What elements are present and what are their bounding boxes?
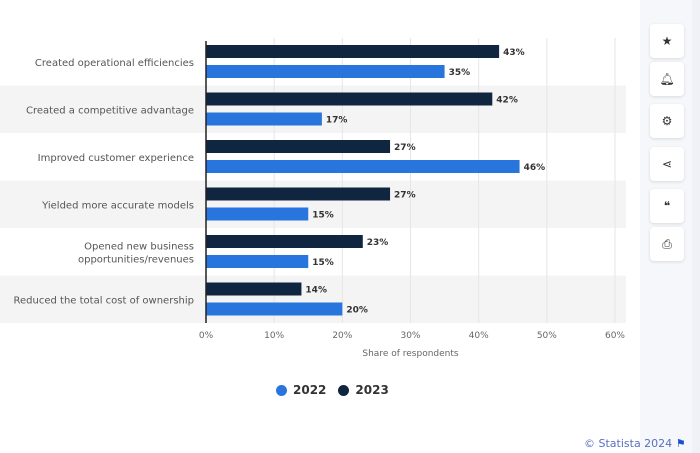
credit-text: © Statista 2024 [584, 437, 673, 450]
bar-2022 [206, 207, 309, 221]
bar-2022 [206, 302, 343, 316]
legend-label: 2022 [293, 383, 327, 397]
bell-icon[interactable]: 🔔︎ [650, 62, 684, 96]
data-label: 20% [346, 306, 368, 316]
category-label: Improved customer experience [38, 153, 194, 164]
x-tick-label: 30% [400, 331, 420, 341]
category-label: Yielded more accurate models [41, 200, 194, 211]
data-label: 14% [305, 286, 327, 296]
legend: 2022 2023 [276, 383, 401, 397]
data-label: 17% [326, 116, 348, 126]
toolbar-sidebar: ★ 🔔︎ ⚙ ⋖ ❝ ⎙ [640, 0, 700, 453]
gear-icon[interactable]: ⚙ [650, 104, 684, 138]
category-label: opportunities/revenues [78, 254, 194, 265]
category-label: Created a competitive advantage [26, 105, 194, 116]
x-axis-label: Share of respondents [362, 349, 459, 359]
data-label: 27% [394, 143, 416, 153]
data-label: 42% [496, 96, 518, 106]
bar-2023 [206, 282, 302, 296]
x-tick-label: 0% [199, 331, 214, 341]
legend-item-2023[interactable]: 2023 [338, 383, 389, 397]
bar-2022 [206, 255, 309, 268]
legend-label: 2023 [355, 383, 389, 397]
quote-icon[interactable]: ❝ [650, 189, 684, 223]
category-label: Opened new business [84, 241, 194, 252]
category-label: Created operational efficiencies [35, 58, 194, 69]
data-label: 15% [312, 258, 334, 268]
share-icon[interactable]: ⋖ [650, 147, 684, 181]
category-label: Reduced the total cost of ownership [14, 295, 194, 306]
bar-2023 [206, 92, 493, 106]
legend-item-2022[interactable]: 2022 [276, 383, 326, 397]
data-label: 46% [524, 163, 546, 173]
bar-chart: 0% 10% 20% 30% 40% 50% 60% Share of respondents… [0, 38, 626, 359]
bar-2022 [206, 112, 322, 126]
legend-dot [276, 384, 287, 396]
bar-2023 [206, 187, 391, 201]
x-tick-label: 50% [537, 331, 557, 341]
legend-dot [338, 384, 350, 396]
bar-2023 [206, 45, 500, 58]
x-tick-label: 10% [264, 331, 284, 341]
statista-credit[interactable]: © Statista 2024 ⚑ [584, 437, 686, 450]
flag-icon: ⚑ [675, 437, 686, 450]
bar-2023 [206, 140, 391, 153]
data-label: 15% [312, 211, 334, 221]
print-icon[interactable]: ⎙ [650, 227, 684, 261]
scrollbar[interactable] [692, 0, 700, 453]
bar-2022 [206, 65, 445, 78]
data-label: 23% [367, 238, 389, 248]
bar-2022 [206, 160, 520, 173]
x-tick-label: 20% [332, 331, 352, 341]
data-label: 35% [449, 68, 471, 78]
x-tick-label: 40% [469, 331, 489, 341]
bar-2023 [206, 235, 363, 248]
x-tick-label: 60% [605, 331, 625, 341]
data-label: 27% [394, 191, 416, 201]
star-icon[interactable]: ★ [650, 24, 684, 58]
data-label: 43% [503, 48, 525, 58]
